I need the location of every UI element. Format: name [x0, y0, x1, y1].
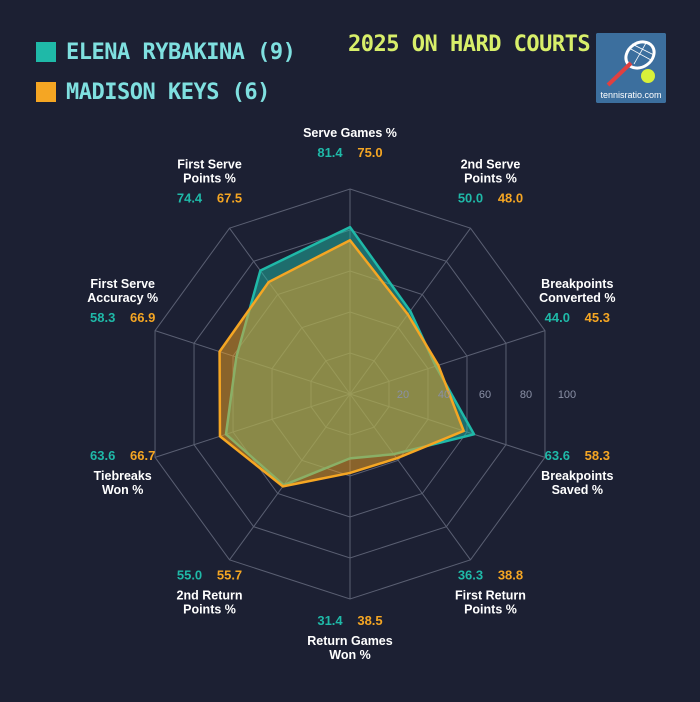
value-label-keys-2: 45.3	[585, 310, 610, 325]
chart-title: 2025 ON HARD COURTS	[348, 32, 591, 57]
value-label-rybakina-9: 74.4	[177, 191, 203, 206]
value-label-keys-5: 38.5	[357, 613, 382, 628]
ring-tick-label-100: 100	[558, 389, 576, 401]
axis-label-9-line-0: First Serve	[177, 158, 242, 172]
value-label-keys-4: 38.8	[498, 567, 523, 582]
value-label-rybakina-7: 63.6	[90, 448, 115, 463]
legend-label-rybakina: ELENA RYBAKINA (9)	[66, 39, 296, 65]
value-label-keys-3: 58.3	[585, 448, 610, 463]
axis-label-2-line-1: Converted %	[539, 291, 615, 305]
axis-label-7-line-0: Tiebreaks	[94, 469, 152, 483]
value-label-rybakina-6: 55.0	[177, 567, 202, 582]
legend-swatch-keys	[36, 82, 56, 102]
axis-label-2-line-0: Breakpoints	[541, 277, 613, 291]
value-label-rybakina-1: 50.0	[458, 191, 483, 206]
tennisratio-logo[interactable]: tennisratio.com	[596, 33, 666, 103]
axis-label-1-line-0: 2nd Serve	[461, 158, 521, 172]
ring-tick-label-60: 60	[479, 389, 491, 401]
legend-label-keys: MADISON KEYS (6)	[66, 79, 270, 105]
axis-label-4-line-0: First Return	[455, 588, 526, 602]
value-label-keys-9: 67.5	[217, 191, 242, 206]
axis-label-0-line-0: Serve Games %	[303, 126, 397, 140]
value-label-rybakina-0: 81.4	[317, 145, 343, 160]
logo-text: tennisratio.com	[600, 90, 662, 100]
axis-label-6-line-0: 2nd Return	[177, 588, 243, 602]
series-area-keys	[218, 239, 465, 488]
axis-label-8-line-1: Accuracy %	[87, 291, 158, 305]
axis-label-7-line-1: Won %	[102, 483, 143, 497]
axis-label-1-line-1: Points %	[464, 172, 517, 186]
axis-label-5-line-1: Won %	[329, 648, 370, 662]
value-label-rybakina-4: 36.3	[458, 567, 483, 582]
axis-label-4-line-1: Points %	[464, 602, 517, 616]
value-label-keys-0: 75.0	[357, 145, 382, 160]
value-label-rybakina-5: 31.4	[317, 613, 343, 628]
axis-label-8-line-0: First Serve	[90, 277, 155, 291]
ring-tick-label-80: 80	[520, 389, 532, 401]
ring-tick-label-40: 40	[438, 389, 450, 401]
legend-swatch-rybakina	[36, 42, 56, 62]
value-label-keys-1: 48.0	[498, 191, 523, 206]
ring-tick-label-20: 20	[397, 389, 409, 401]
axis-label-6-line-1: Points %	[183, 602, 236, 616]
axis-label-5-line-0: Return Games	[307, 634, 392, 648]
value-label-rybakina-3: 63.6	[545, 448, 570, 463]
value-label-rybakina-2: 44.0	[545, 310, 570, 325]
legend-item-rybakina: ELENA RYBAKINA (9)	[36, 36, 296, 68]
value-label-rybakina-8: 58.3	[90, 310, 115, 325]
axis-label-3-line-1: Saved %	[552, 483, 603, 497]
value-label-keys-8: 66.9	[130, 310, 155, 325]
axis-label-3-line-0: Breakpoints	[541, 469, 613, 483]
tennis-racket-icon	[596, 33, 666, 103]
legend: ELENA RYBAKINA (9) MADISON KEYS (6)	[36, 36, 296, 116]
legend-item-keys: MADISON KEYS (6)	[36, 76, 295, 108]
value-label-keys-6: 55.7	[217, 567, 242, 582]
axis-label-9-line-1: Points %	[183, 172, 236, 186]
value-label-keys-7: 66.7	[130, 448, 155, 463]
